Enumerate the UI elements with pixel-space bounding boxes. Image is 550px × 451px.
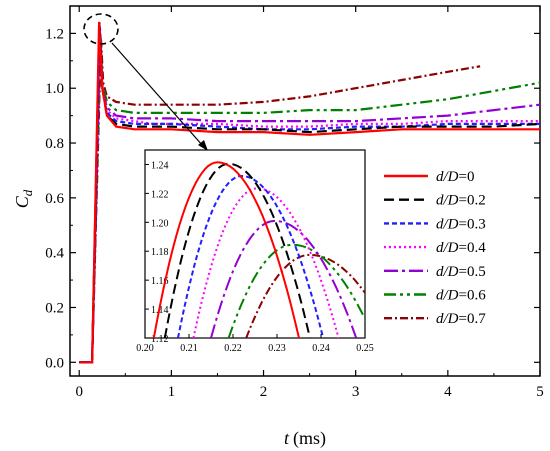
- inset-x-tick-label: 0.21: [180, 343, 198, 354]
- legend-label: d/D=0.3: [436, 216, 486, 232]
- legend-label-var: d/D: [436, 216, 459, 232]
- legend-label-val: =0.2: [459, 193, 486, 209]
- inset-series-line-d/D=0.7: [245, 253, 365, 338]
- y-axis-label-sub: d: [20, 189, 35, 196]
- legend-label: d/D=0.4: [436, 240, 486, 256]
- y-tick-label: 0.6: [45, 191, 64, 207]
- legend-label-val: =0.6: [459, 288, 487, 304]
- inset-x-tick-label: 0.25: [356, 343, 374, 354]
- inset-series-line-d/D=0.6: [227, 243, 365, 338]
- y-axis-title: Cd: [12, 189, 35, 208]
- x-axis-title: t (ms): [284, 428, 326, 449]
- legend-label-val: =0: [459, 169, 475, 185]
- series-line-d/D=0: [79, 21, 540, 364]
- zoom-arrow-head: [198, 140, 208, 151]
- inset-series-line-d/D=0.4: [192, 187, 340, 338]
- legend-label: d/D=0: [436, 169, 474, 185]
- peak-highlight-circle: [83, 13, 119, 45]
- y-tick-label: 0.4: [45, 246, 64, 262]
- inset-y-tick-label: 1.22: [151, 189, 169, 200]
- x-tick-label: 3: [352, 384, 360, 400]
- legend-label: d/D=0.5: [436, 264, 486, 280]
- legend-label-var: d/D: [436, 288, 459, 304]
- x-axis-label: t: [284, 428, 290, 448]
- x-axis-unit: (ms): [293, 428, 326, 449]
- inset-frame: [144, 149, 366, 339]
- legend-label-val: =0.5: [459, 264, 486, 280]
- x-tick-label: 5: [536, 384, 544, 400]
- inset-series-line-d/D=0: [152, 161, 300, 338]
- legend-label-val: =0.3: [459, 216, 486, 232]
- legend-label-val: =0.4: [459, 240, 487, 256]
- x-tick-label: 4: [444, 384, 452, 400]
- y-tick-label: 0.8: [45, 136, 64, 152]
- legend-label: d/D=0.7: [436, 311, 486, 327]
- legend-label-var: d/D: [436, 193, 459, 209]
- legend-label-var: d/D: [436, 264, 459, 280]
- legend-label: d/D=0.2: [436, 193, 486, 209]
- legend-label-var: d/D: [436, 240, 459, 256]
- y-axis-label: C: [12, 195, 32, 208]
- y-tick-label: 1.2: [45, 26, 64, 42]
- inset-series-line-d/D=0.3: [177, 174, 325, 338]
- inset-y-tick-label: 1.24: [151, 160, 169, 171]
- legend-label-val: =0.7: [459, 311, 487, 327]
- inset-y-tick-label: 1.18: [151, 247, 169, 258]
- x-tick-label: 0: [75, 384, 83, 400]
- legend-label-var: d/D: [436, 169, 459, 185]
- x-tick-label: 2: [260, 384, 268, 400]
- inset-series-line-d/D=0.5: [210, 219, 358, 338]
- legend-label: d/D=0.6: [436, 288, 486, 304]
- y-tick-label: 0.0: [45, 355, 64, 371]
- inset-y-tick-label: 1.20: [151, 218, 169, 229]
- inset-x-tick-label: 0.20: [136, 343, 154, 354]
- legend-label-var: d/D: [436, 311, 459, 327]
- y-tick-label: 0.2: [45, 300, 64, 316]
- inset-series-lines: [152, 161, 365, 338]
- y-tick-label: 1.0: [45, 81, 64, 97]
- zoom-arrow-line: [111, 42, 204, 147]
- inset-x-tick-label: 0.23: [268, 343, 286, 354]
- inset-y-tick-label: 1.12: [151, 334, 169, 345]
- main-series-lines: [79, 21, 541, 364]
- inset-series-line-d/D=0.2: [163, 162, 311, 338]
- legend: d/D=0d/D=0.2d/D=0.3d/D=0.4d/D=0.5d/D=0.6…: [384, 169, 486, 327]
- main-axis-ticks: 0 1 2 3 4 5 0.0 0.2 0.4 0.6 0.8 1.0 1.2: [45, 5, 544, 400]
- inset-y-tick-label: 1.16: [151, 276, 169, 287]
- inset-x-tick-label: 0.24: [312, 343, 330, 354]
- inset-plot: 0.20 0.21 0.22 0.23 0.24 0.251.121.141.161.18…: [136, 149, 374, 354]
- x-tick-label: 1: [168, 384, 176, 400]
- inset-x-tick-label: 0.22: [224, 343, 242, 354]
